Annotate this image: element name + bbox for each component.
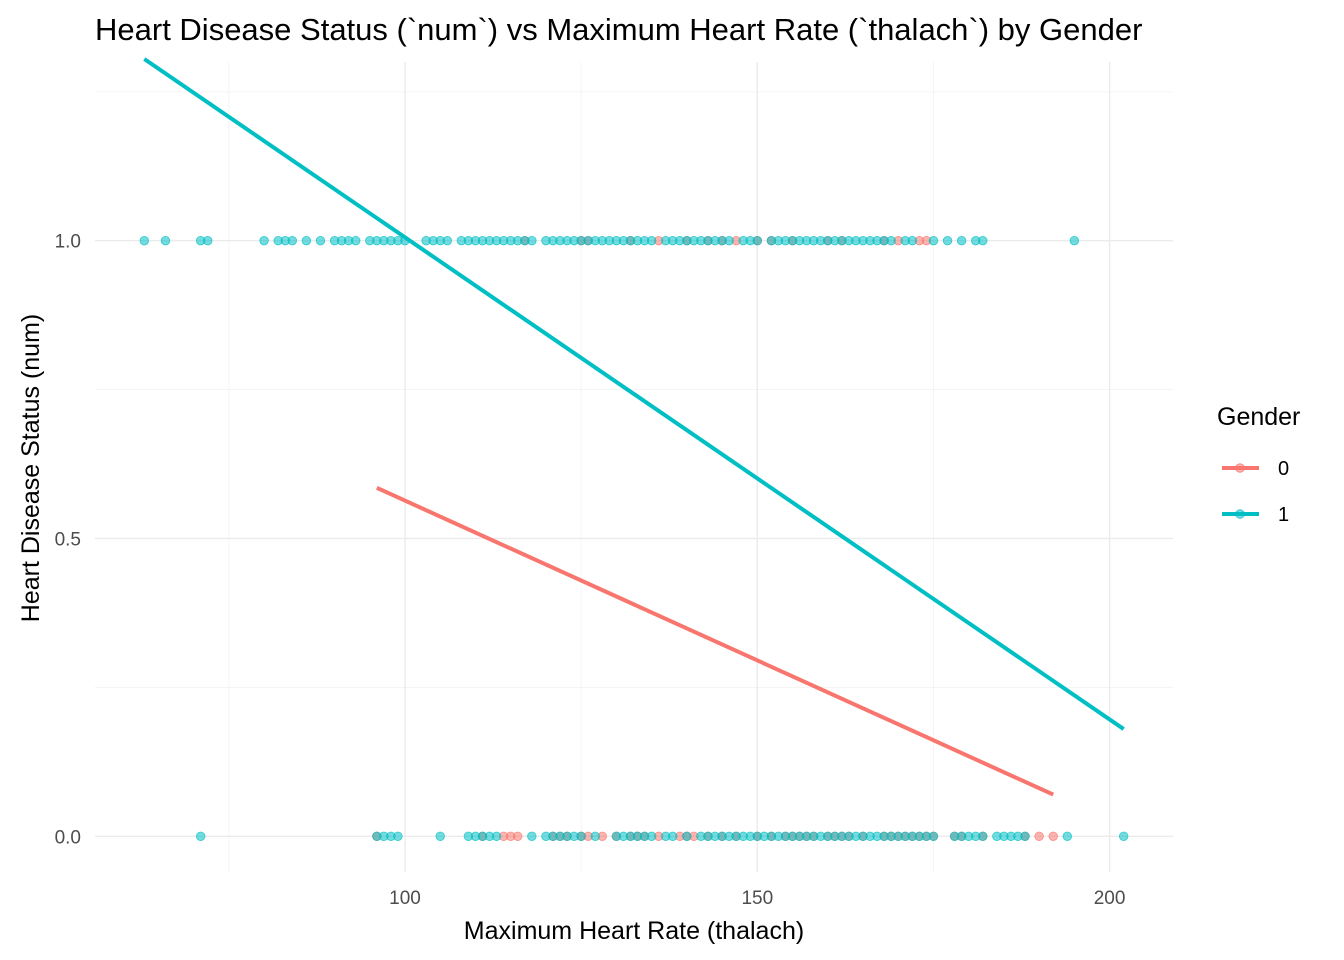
y-axis-ticks: 0.0 0.5 1.0	[55, 232, 81, 849]
data-point-gender-1	[491, 831, 502, 841]
data-point-gender-1	[1020, 831, 1030, 841]
data-point-gender-0	[1048, 831, 1058, 841]
y-tick-label: 0.5	[55, 529, 81, 550]
legend-item-1: 1	[1222, 504, 1289, 526]
data-point-gender-1	[1062, 831, 1073, 841]
data-point-gender-1	[139, 235, 150, 246]
data-point-gender-1	[350, 235, 361, 246]
data-point-gender-1	[590, 831, 600, 841]
data-point-gender-1	[724, 235, 734, 246]
data-point-gender-1	[646, 235, 657, 246]
data-point-gender-1	[752, 235, 763, 246]
data-point-gender-1	[978, 831, 988, 841]
data-point-gender-1	[301, 235, 312, 246]
data-point-gender-1	[928, 831, 939, 841]
data-point-gender-1	[907, 235, 918, 246]
data-point-gender-1	[956, 235, 967, 246]
grid	[95, 62, 1173, 872]
x-tick-label: 100	[389, 888, 421, 909]
data-point-gender-1	[527, 831, 537, 841]
fit-line-gender-0	[376, 486, 1055, 797]
data-points	[139, 235, 1129, 841]
legend: Gender 01	[1217, 403, 1300, 526]
data-point-gender-1	[978, 235, 988, 246]
data-point-gender-1	[928, 235, 939, 246]
legend-items: 01	[1222, 458, 1289, 526]
legend-key-point	[1235, 463, 1245, 473]
data-point-gender-1	[195, 831, 206, 841]
data-point-gender-1	[203, 235, 213, 246]
data-point-gender-1	[1069, 235, 1080, 246]
legend-label: 1	[1278, 504, 1289, 526]
x-tick-label: 200	[1094, 888, 1126, 909]
data-point-gender-1	[435, 831, 445, 841]
data-point-gender-1	[646, 831, 657, 841]
x-axis-ticks: 100 150 200	[389, 888, 1125, 909]
legend-item-0: 0	[1222, 458, 1289, 480]
regression-lines	[143, 57, 1125, 797]
data-point-gender-1	[668, 831, 678, 841]
data-point-gender-0	[513, 831, 523, 841]
data-point-gender-0	[1034, 831, 1044, 841]
x-axis-title: Maximum Heart Rate (thalach)	[464, 917, 804, 945]
data-point-gender-1	[1118, 831, 1129, 841]
data-point-gender-1	[393, 831, 403, 841]
data-point-gender-1	[160, 235, 171, 246]
legend-title: Gender	[1217, 403, 1300, 431]
x-tick-label: 150	[741, 888, 773, 909]
data-point-gender-1	[527, 235, 537, 246]
data-point-gender-1	[942, 235, 953, 246]
data-point-gender-1	[259, 235, 269, 246]
chart-title: Heart Disease Status (`num`) vs Maximum …	[95, 12, 1142, 47]
legend-key-point	[1235, 509, 1245, 519]
fit-line-gender-1	[143, 57, 1125, 731]
y-axis-title: Heart Disease Status (num)	[17, 314, 45, 622]
data-point-gender-1	[315, 235, 326, 246]
legend-label: 0	[1278, 458, 1289, 480]
y-tick-label: 0.0	[55, 827, 81, 848]
data-point-gender-1	[442, 235, 452, 246]
data-point-gender-1	[682, 831, 692, 841]
y-tick-label: 1.0	[55, 232, 81, 253]
data-point-gender-1	[576, 831, 586, 841]
data-point-gender-1	[287, 235, 297, 246]
data-point-gender-1	[886, 235, 896, 246]
